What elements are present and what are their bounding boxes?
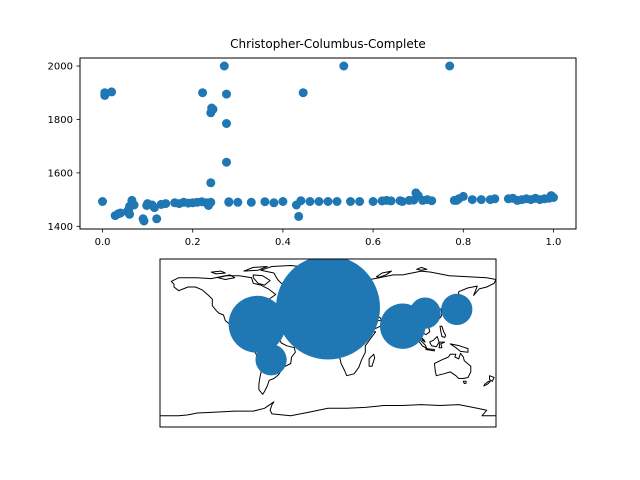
coastline-severnaya-zemlya <box>416 266 428 271</box>
x-tick-label: 1.0 <box>546 237 562 248</box>
x-tick-label: 0.6 <box>365 237 381 248</box>
data-point <box>206 178 216 188</box>
coastline-ellesmere-island <box>243 266 268 272</box>
data-point <box>339 61 349 71</box>
data-point <box>222 119 231 128</box>
map-bubble <box>441 293 473 325</box>
coastline-sulawesi <box>438 341 446 349</box>
data-point <box>125 209 135 219</box>
data-point <box>233 197 243 207</box>
coastline-antarctica <box>160 401 496 417</box>
y-tick-label: 1800 <box>48 115 73 126</box>
data-point <box>98 197 107 206</box>
x-tick-label: 0.8 <box>455 237 471 248</box>
data-point <box>467 195 477 205</box>
x-tick-label: 0.2 <box>185 237 201 248</box>
x-axis-ticks: 0.0 0.2 0.4 0.6 0.8 1.0 <box>95 229 562 248</box>
data-point <box>490 194 500 204</box>
y-tick-label: 1400 <box>48 222 73 233</box>
data-point <box>139 216 149 226</box>
scatter-points <box>98 61 558 226</box>
map-bubble <box>409 297 441 329</box>
coastline-baffin-island <box>252 274 271 286</box>
data-point <box>397 197 407 206</box>
coastline-new-zealand-south <box>483 380 491 387</box>
data-point <box>427 196 437 206</box>
data-point <box>206 197 216 207</box>
coastline-philippines <box>439 325 447 338</box>
coastline-borneo <box>429 336 440 348</box>
coastline-australia <box>433 352 472 379</box>
data-point <box>294 211 304 221</box>
map-bubble <box>255 344 287 376</box>
data-point <box>100 90 110 100</box>
data-point <box>291 200 301 210</box>
data-point <box>323 197 333 206</box>
scatter-panel: Christopher-Columbus-Complete 0.0 0.2 0.4 0… <box>48 37 577 248</box>
y-tick-label: 1600 <box>48 168 73 179</box>
coastline-java <box>425 348 435 352</box>
data-point <box>476 195 486 205</box>
data-point <box>368 197 378 206</box>
coastline-tasmania <box>462 380 467 385</box>
data-point <box>224 197 234 207</box>
data-point <box>260 197 270 207</box>
map-bubbles <box>228 259 473 376</box>
data-point <box>314 197 324 206</box>
data-point <box>246 197 256 207</box>
coastline-novaya-zemlya <box>376 270 392 278</box>
coastline-victoria-island <box>217 274 236 280</box>
coastline-madagascar <box>368 353 376 367</box>
data-point <box>549 193 558 202</box>
data-point <box>278 197 288 206</box>
data-point <box>305 197 315 206</box>
coastline-arctic-islands <box>210 270 226 275</box>
coastline-new-guinea <box>449 343 469 353</box>
scatter-axes-frame <box>79 57 577 230</box>
data-point <box>458 191 468 201</box>
data-point <box>107 87 117 97</box>
data-point <box>332 197 342 206</box>
map-bubble <box>228 295 286 353</box>
map-frame <box>159 258 497 428</box>
data-point <box>445 61 455 71</box>
data-point <box>222 89 231 99</box>
map-panel <box>159 258 497 428</box>
data-point <box>116 208 126 218</box>
data-point <box>222 157 231 167</box>
data-point <box>198 88 208 98</box>
coastline-new-zealand-north <box>489 375 495 382</box>
data-point <box>298 88 308 98</box>
data-point <box>386 196 396 206</box>
data-point <box>149 203 159 213</box>
map-content <box>160 259 496 417</box>
y-axis-ticks: 1400 1600 1800 2000 <box>48 62 80 233</box>
data-point <box>208 104 218 114</box>
y-tick-label: 2000 <box>48 62 73 73</box>
data-point <box>129 200 139 210</box>
data-point <box>161 199 171 209</box>
x-tick-label: 0.0 <box>95 237 111 248</box>
data-point <box>219 61 229 71</box>
data-point <box>152 214 162 224</box>
map-bubble <box>276 259 380 360</box>
chart-title: Christopher-Columbus-Complete <box>230 37 426 51</box>
data-point <box>355 197 365 206</box>
data-point <box>346 197 355 206</box>
x-tick-label: 0.4 <box>275 237 291 248</box>
data-point <box>269 198 279 208</box>
